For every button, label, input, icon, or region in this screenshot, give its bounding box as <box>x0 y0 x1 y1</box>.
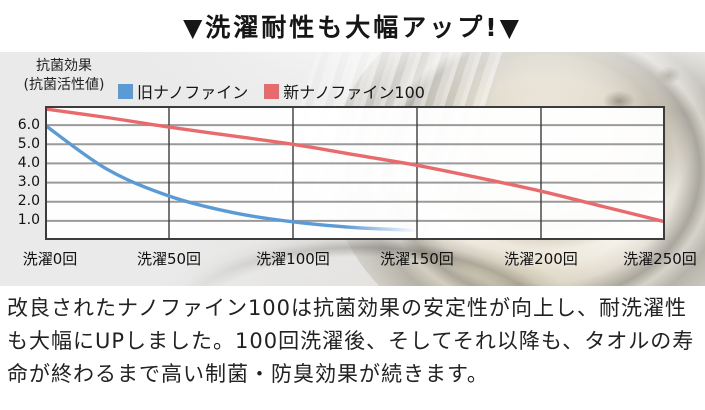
y-axis-title-line2: (抗菌活性値) <box>23 77 105 93</box>
chart-legend: 旧ナノファイン 新ナノファイン100 <box>118 79 425 103</box>
x-tick-label: 洗濯150回 <box>380 250 454 268</box>
description-line: 命が終わるまで高い制菌・防臭効果が続きます。 <box>7 362 489 386</box>
legend-swatch <box>118 83 133 99</box>
y-tick-label: 3.0 <box>17 174 40 190</box>
description-line: も大幅にUPしました。100回洗濯後、そしてそれ以降も、タオルの寿 <box>7 329 695 353</box>
description-line: 改良されたナノファイン100は抗菌効果の安定性が向上し、耐洗濯性 <box>7 296 688 320</box>
legend-label-old: 旧ナノファイン <box>137 83 249 102</box>
x-tick-label: 洗濯0回 <box>22 250 78 268</box>
chart-plot <box>45 106 665 240</box>
description-text: 改良されたナノファイン100は抗菌効果の安定性が向上し、耐洗濯性 も大幅にUPし… <box>7 292 699 391</box>
x-tick-label: 洗濯50回 <box>136 250 202 268</box>
y-tick-label: 6.0 <box>17 117 40 133</box>
y-tick-label: 2.0 <box>17 193 40 209</box>
y-tick-label: 5.0 <box>17 136 40 152</box>
y-tick-label: 1.0 <box>17 212 40 228</box>
legend-item-old: 旧ナノファイン <box>118 79 248 103</box>
legend-label-new: 新ナノファイン100 <box>283 83 425 102</box>
y-tick-label: 4.0 <box>17 155 40 171</box>
legend-item-new: 新ナノファイン100 <box>264 79 425 103</box>
y-axis-title-line1: 抗菌効果 <box>36 58 92 74</box>
title-bar: ▼洗濯耐性も大幅アップ!▼ <box>0 0 705 52</box>
washing-machine-photo-band: 抗菌効果 (抗菌活性値) 旧ナノファイン 新ナノファイン100 6.0 5.0 … <box>0 52 705 286</box>
x-tick-label: 洗濯100回 <box>256 250 330 268</box>
x-tick-label: 洗濯200回 <box>504 250 578 268</box>
page-title: ▼洗濯耐性も大幅アップ!▼ <box>183 13 522 42</box>
legend-swatch <box>264 83 280 99</box>
x-tick-label: 洗濯250回 <box>623 250 697 268</box>
y-axis-title: 抗菌効果 (抗菌活性値) <box>12 57 116 95</box>
